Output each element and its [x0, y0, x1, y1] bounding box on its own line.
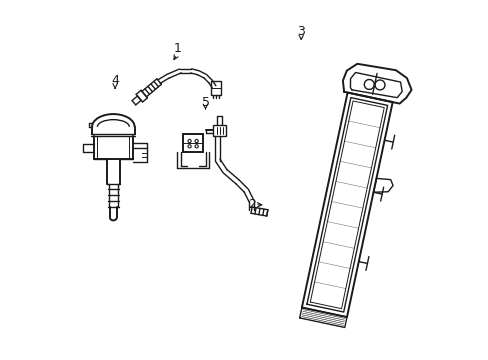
Text: 5: 5 [201, 95, 209, 108]
Text: 4: 4 [111, 74, 119, 87]
Text: 1: 1 [173, 42, 181, 55]
Bar [210, 81, 221, 95]
Bar [213, 125, 225, 136]
Text: 3: 3 [297, 24, 305, 38]
Bar [183, 134, 203, 152]
Text: 2: 2 [247, 198, 255, 211]
